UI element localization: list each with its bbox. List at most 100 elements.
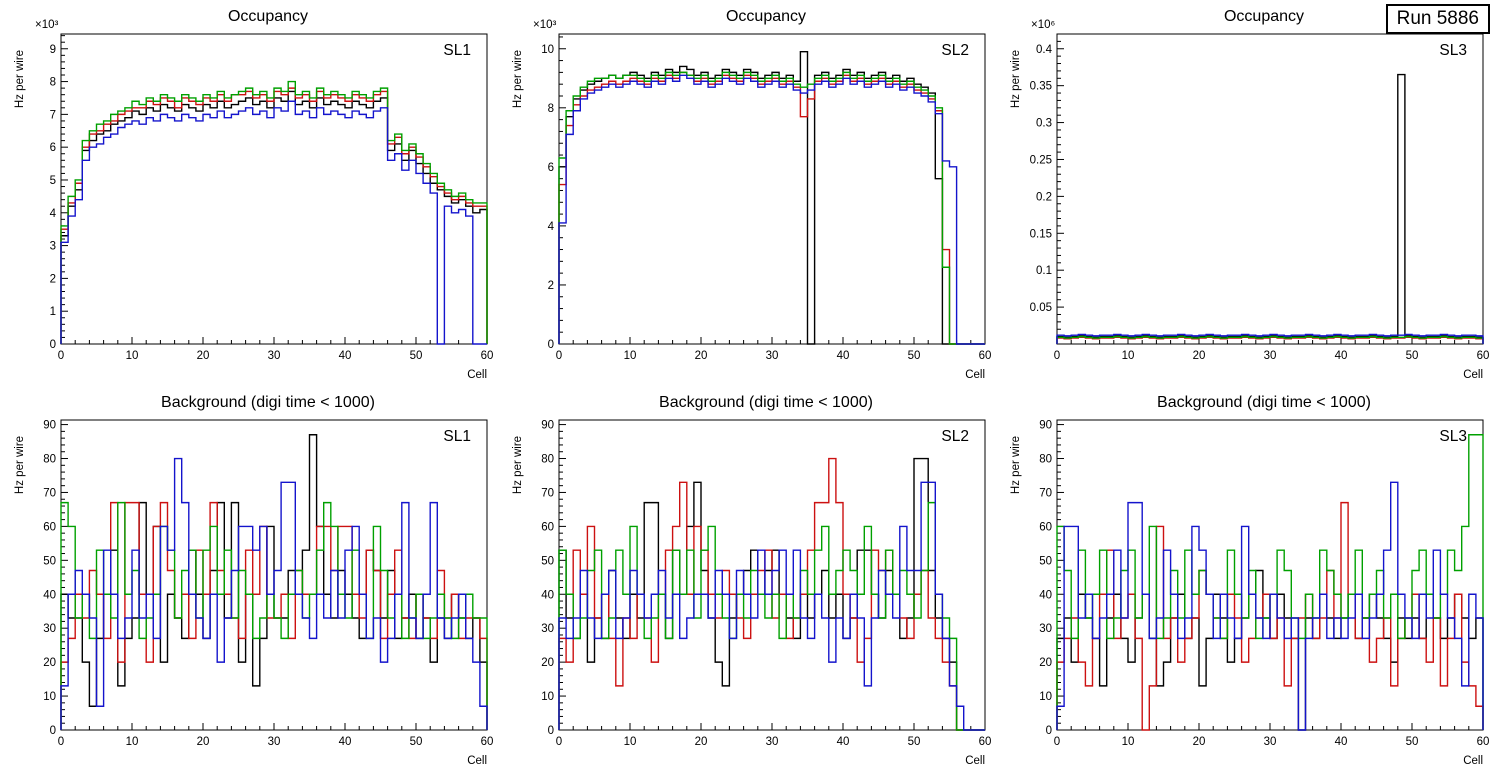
svg-text:10: 10	[1122, 736, 1135, 748]
x-axis-label: Cell	[965, 755, 985, 767]
x-axis-label: Cell	[467, 369, 487, 381]
svg-text:60: 60	[481, 350, 494, 362]
svg-text:30: 30	[1039, 623, 1052, 635]
svg-text:40: 40	[1039, 589, 1052, 601]
svg-text:60: 60	[541, 521, 554, 533]
svg-text:50: 50	[410, 736, 423, 748]
svg-text:70: 70	[541, 487, 554, 499]
svg-text:30: 30	[1264, 736, 1277, 748]
panel-occupancy-sl3: Occupancy Hz per wire ×10⁶ SL3 Cell 0 10 2…	[997, 0, 1495, 386]
svg-text:20: 20	[541, 657, 554, 669]
svg-text:50: 50	[1039, 555, 1052, 567]
svg-text:5: 5	[50, 175, 56, 187]
svg-text:90: 90	[1039, 420, 1052, 432]
svg-text:50: 50	[1406, 736, 1419, 748]
svg-text:40: 40	[1335, 350, 1348, 362]
svg-text:30: 30	[1264, 350, 1277, 362]
svg-text:40: 40	[339, 736, 352, 748]
x-axis-label: Cell	[467, 755, 487, 767]
panel-title: Background (digi time < 1000)	[161, 394, 375, 411]
svg-text:80: 80	[1039, 454, 1052, 466]
svg-text:8: 8	[548, 103, 554, 115]
svg-text:0: 0	[556, 736, 562, 748]
svg-text:60: 60	[979, 736, 992, 748]
superlayer-label: SL1	[443, 42, 471, 59]
svg-text:40: 40	[339, 350, 352, 362]
svg-text:0: 0	[1054, 350, 1060, 362]
histogram-canvas: 0 10 20 30 40 50 60 0 10 20 30 40 50 60 70 80 90	[1039, 419, 1489, 748]
superlayer-label: SL2	[941, 428, 969, 445]
svg-text:10: 10	[624, 350, 637, 362]
svg-text:10: 10	[1039, 691, 1052, 703]
svg-text:0: 0	[58, 736, 64, 748]
histogram-canvas: 0 10 20 30 40 50 60 0 1 2 3 4 5 6 7 8 9	[50, 33, 494, 362]
svg-text:30: 30	[766, 350, 779, 362]
svg-text:50: 50	[908, 350, 921, 362]
svg-text:8: 8	[50, 77, 56, 89]
svg-text:0.35: 0.35	[1030, 81, 1052, 93]
svg-text:20: 20	[197, 350, 210, 362]
panel-occupancy-sl1: Occupancy Hz per wire ×10³ SL1 Cell 0 10 2…	[1, 0, 499, 386]
panel-title: Occupancy	[227, 8, 309, 25]
svg-text:0: 0	[548, 725, 554, 737]
svg-text:20: 20	[695, 736, 708, 748]
histogram-canvas: 0 10 20 30 40 50 60 0 10 20 30 40 50 60 70 80 90	[541, 419, 992, 748]
svg-text:10: 10	[43, 691, 56, 703]
svg-text:9: 9	[50, 44, 56, 56]
histogram-canvas: 0 10 20 30 40 50 60 0 10 20 30 40 50 60 70 80 90	[43, 419, 494, 748]
svg-text:0.3: 0.3	[1036, 118, 1052, 130]
svg-text:0: 0	[548, 339, 554, 351]
svg-text:20: 20	[1193, 736, 1206, 748]
svg-text:30: 30	[43, 623, 56, 635]
x-axis-label: Cell	[1463, 755, 1483, 767]
svg-text:10: 10	[1122, 350, 1135, 362]
svg-text:0: 0	[1054, 736, 1060, 748]
svg-text:50: 50	[541, 555, 554, 567]
svg-text:60: 60	[979, 350, 992, 362]
x-axis-label: Cell	[965, 369, 985, 381]
svg-text:0.1: 0.1	[1036, 265, 1052, 277]
panel-background-sl1: Background (digi time < 1000) Hz per wir…	[1, 386, 499, 772]
panel-title: Background (digi time < 1000)	[659, 394, 873, 411]
svg-text:40: 40	[1335, 736, 1348, 748]
panel-background-sl2: Background (digi time < 1000) Hz per wir…	[499, 386, 997, 772]
svg-text:30: 30	[541, 623, 554, 635]
run-number-badge: Run 5886	[1385, 4, 1490, 34]
svg-text:3: 3	[50, 241, 56, 253]
svg-text:60: 60	[481, 736, 494, 748]
superlayer-label: SL2	[941, 42, 969, 59]
svg-text:50: 50	[410, 350, 423, 362]
svg-text:40: 40	[837, 736, 850, 748]
svg-text:50: 50	[908, 736, 921, 748]
svg-text:0.25: 0.25	[1030, 154, 1052, 166]
panel-title: Occupancy	[725, 8, 807, 25]
svg-text:0: 0	[50, 725, 56, 737]
svg-text:30: 30	[766, 736, 779, 748]
svg-text:0.05: 0.05	[1030, 302, 1052, 314]
svg-text:10: 10	[624, 736, 637, 748]
superlayer-label: SL3	[1439, 42, 1467, 59]
svg-text:6: 6	[548, 162, 554, 174]
x-axis-label: Cell	[1463, 369, 1483, 381]
svg-text:4: 4	[50, 208, 57, 220]
svg-text:20: 20	[1193, 350, 1206, 362]
histogram-canvas: 0 10 20 30 40 50 60 0 2 4 6 8 10	[541, 33, 992, 362]
svg-text:40: 40	[43, 589, 56, 601]
y-axis-exponent: ×10⁶	[1031, 19, 1056, 31]
svg-text:20: 20	[43, 657, 56, 669]
y-axis-exponent: ×10³	[35, 19, 59, 31]
svg-text:10: 10	[541, 44, 554, 56]
svg-text:0.15: 0.15	[1030, 228, 1052, 240]
panel-background-sl3: Background (digi time < 1000) Hz per wir…	[997, 386, 1495, 772]
svg-text:4: 4	[548, 221, 555, 233]
svg-text:0: 0	[58, 350, 64, 362]
svg-text:60: 60	[1039, 521, 1052, 533]
superlayer-label: SL3	[1439, 428, 1467, 445]
svg-text:0.2: 0.2	[1036, 191, 1052, 203]
svg-text:30: 30	[268, 350, 281, 362]
svg-text:0.4: 0.4	[1036, 44, 1053, 56]
svg-text:10: 10	[126, 350, 139, 362]
svg-text:6: 6	[50, 142, 56, 154]
svg-text:0: 0	[556, 350, 562, 362]
